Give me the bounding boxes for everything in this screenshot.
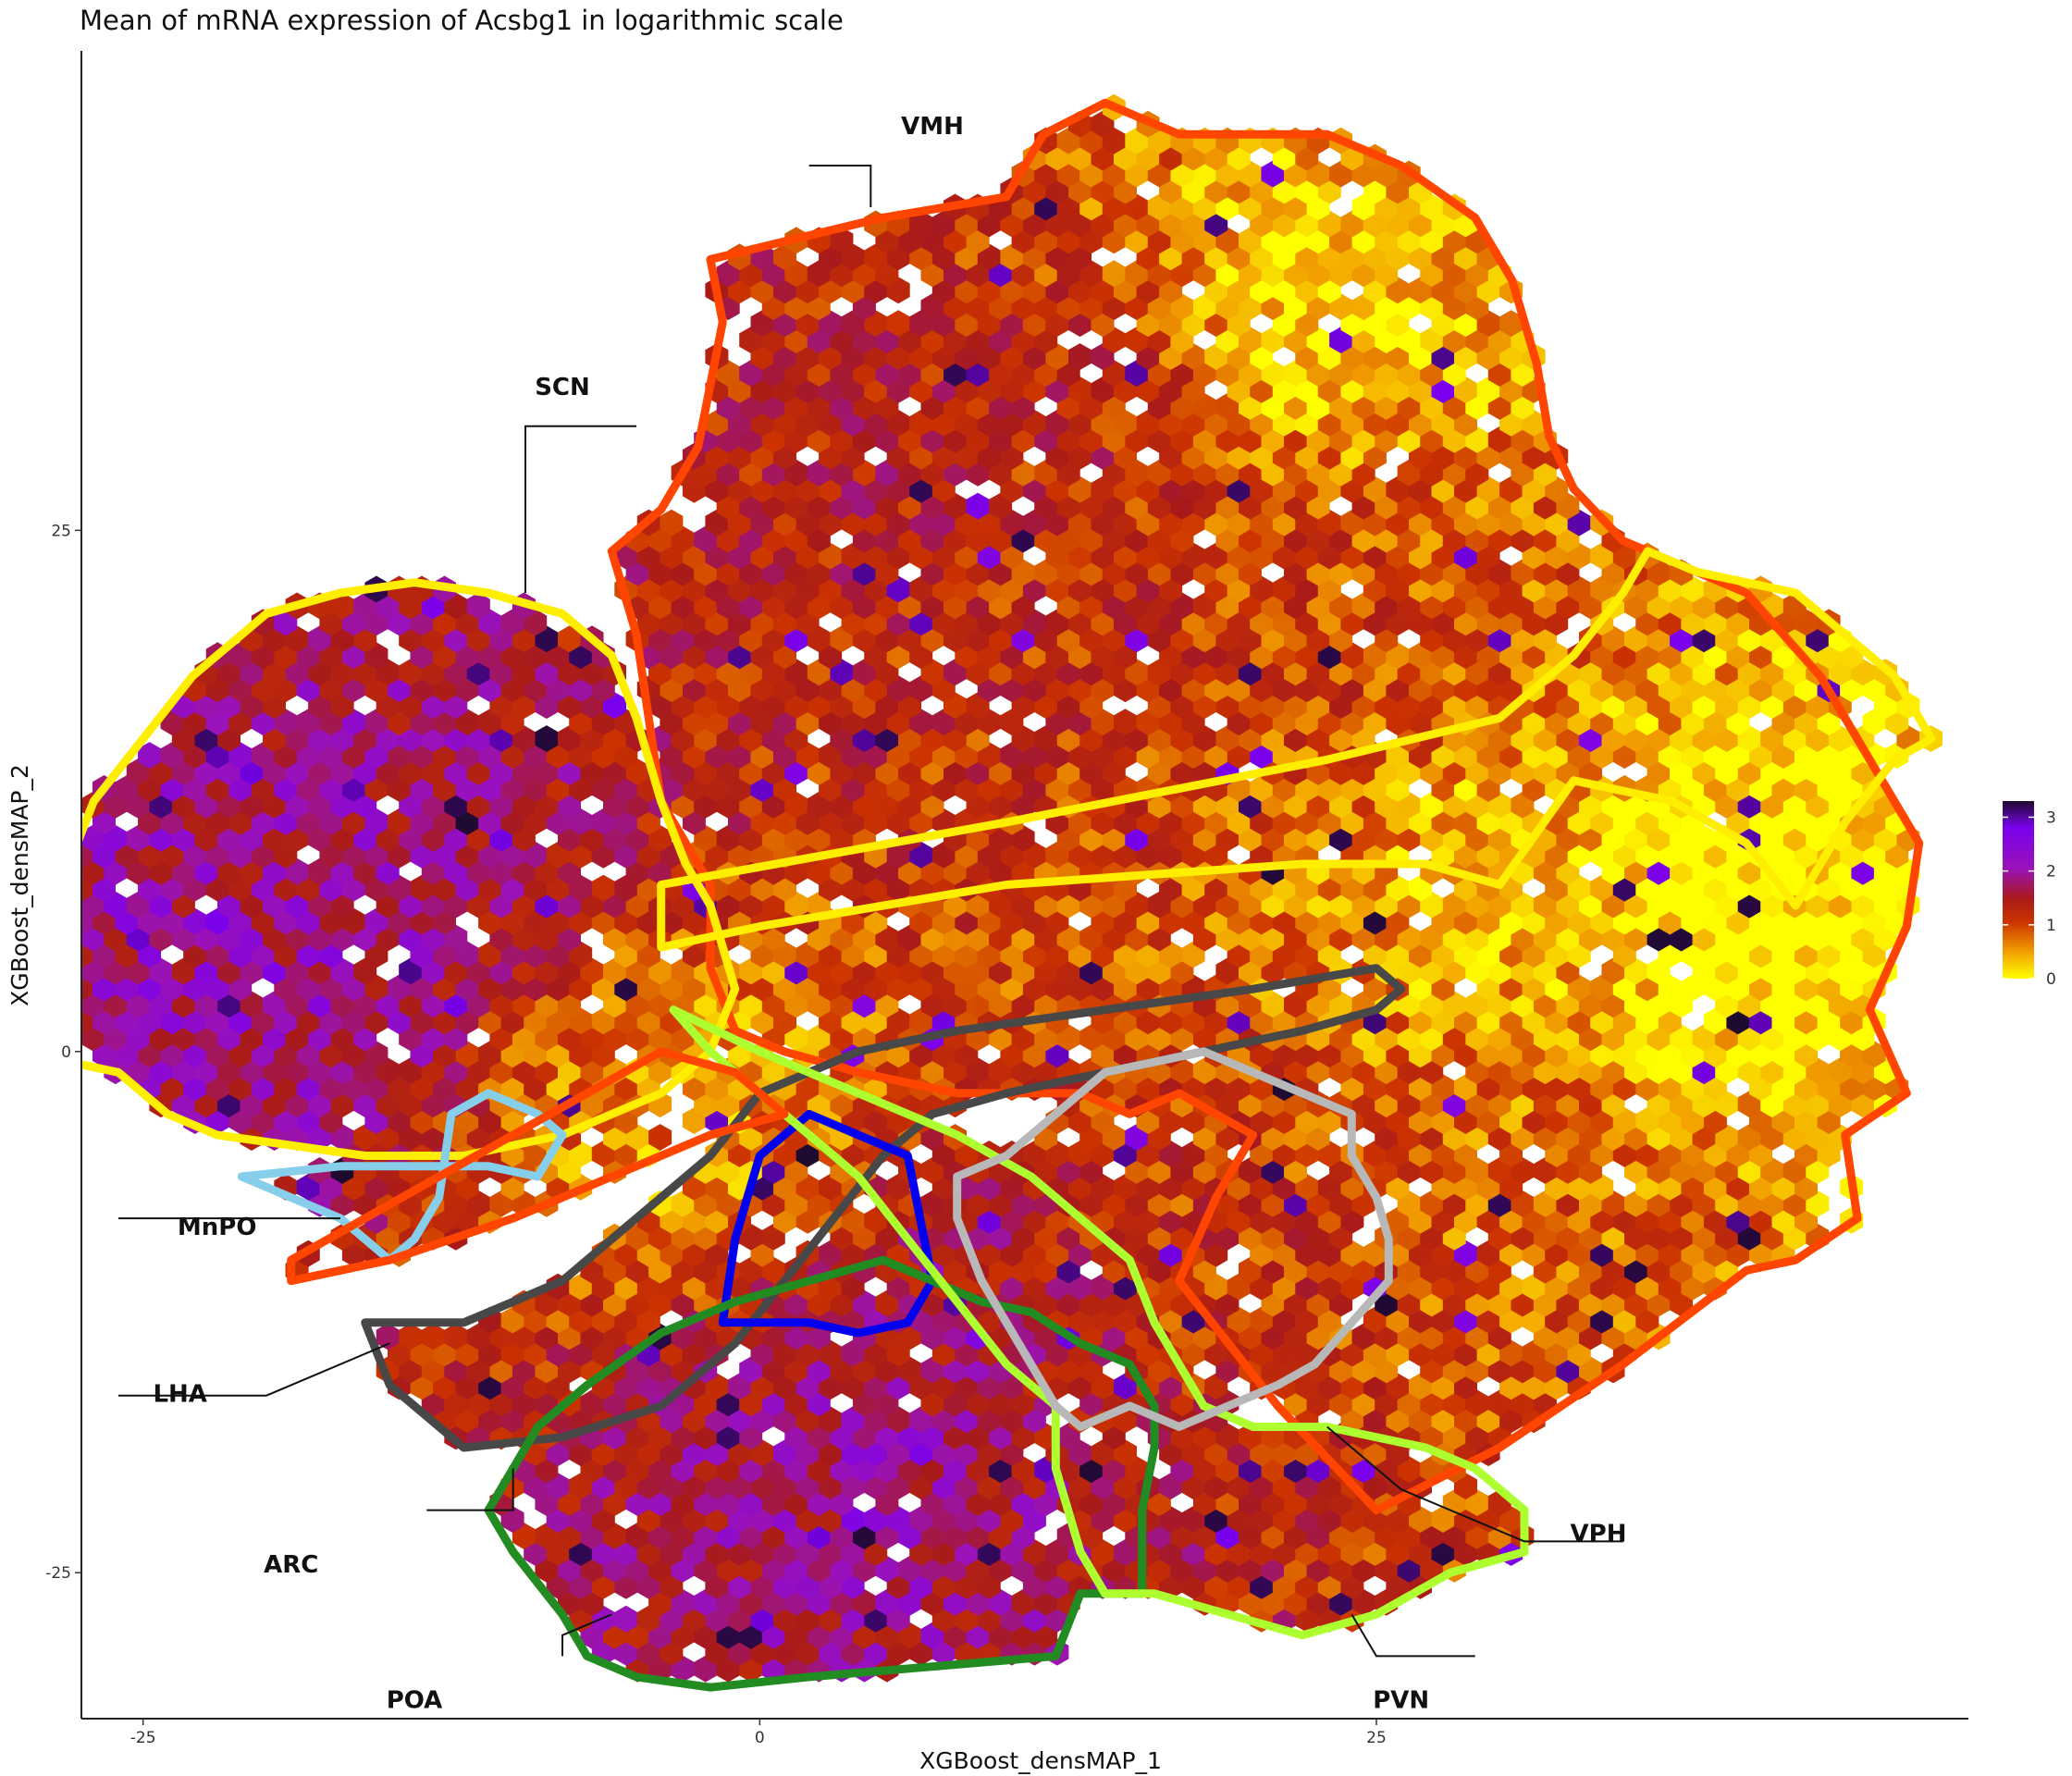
hex-bin (444, 1323, 468, 1350)
region-label-scn: SCN (535, 374, 590, 401)
region-label-arc: ARC (264, 1551, 318, 1579)
region-label-pvn: PVN (1373, 1687, 1429, 1715)
y-tick-label: 25 (51, 522, 71, 540)
region-label-vph: VPH (1571, 1520, 1627, 1548)
hex-bin (648, 1124, 672, 1151)
x-tick-label: 25 (1366, 1729, 1387, 1747)
y-tick-label: -25 (45, 1564, 71, 1583)
hex-bin (614, 1605, 638, 1633)
x-ticks: -25 0 25 (130, 1719, 1387, 1747)
y-axis-title: XGBoost_densMAP_2 (6, 764, 33, 1006)
hex-bin (399, 1323, 423, 1350)
leader-line (808, 165, 872, 207)
region-label-vmh: VMH (901, 113, 964, 141)
colorbar-tick-label: 0 (2046, 970, 2056, 989)
plot-area (81, 93, 1942, 1692)
colorbar-tick-label: 2 (2046, 863, 2056, 882)
colorbar-tick-label: 1 (2046, 917, 2056, 935)
region-label-lha: LHA (153, 1380, 206, 1408)
hex-bin (421, 1323, 445, 1350)
colorbar-legend: 0 1 2 3 (2003, 801, 2056, 989)
x-tick-label: 0 (755, 1729, 765, 1747)
x-tick-label: -25 (130, 1729, 156, 1747)
x-axis-title: XGBoost_densMAP_1 (919, 1747, 1162, 1774)
colorbar-tick-label: 3 (2046, 808, 2056, 827)
y-ticks: -25 0 25 (45, 522, 81, 1583)
region-label-poa: POA (387, 1687, 443, 1715)
hex-bin (376, 1323, 400, 1350)
colorbar-gradient (2003, 801, 2034, 979)
y-tick-label: 0 (61, 1043, 71, 1062)
leader-line (1350, 1613, 1475, 1658)
chart-title: Mean of mRNA expression of Acsbg1 in log… (80, 5, 844, 36)
